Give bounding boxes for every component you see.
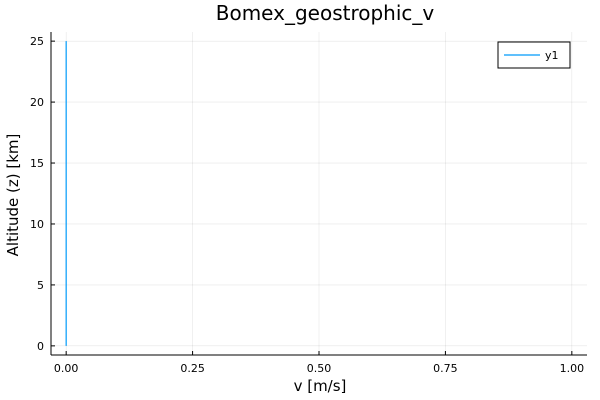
- legend: y1: [497, 41, 571, 69]
- y-tick-label-3: 15: [30, 157, 44, 170]
- x-tick-label-4: 1.00: [560, 362, 585, 375]
- chart-title: Bomex_geostrophic_v: [216, 1, 435, 25]
- x-tick-label-2: 0.50: [307, 362, 332, 375]
- x-axis-label: v [m/s]: [294, 377, 347, 395]
- legend-label-y1: y1: [545, 49, 559, 62]
- y-tick-label-4: 20: [30, 96, 44, 109]
- y-tick-label-1: 5: [37, 279, 44, 292]
- x-tick-label-3: 0.75: [433, 362, 458, 375]
- y-axis-label: Altitude (z) [km]: [4, 134, 22, 257]
- x-tick-label-1: 0.25: [180, 362, 205, 375]
- y-tick-label-0: 0: [37, 340, 44, 353]
- x-tick-label-0: 0.00: [54, 362, 79, 375]
- y-tick-label-2: 10: [30, 218, 44, 231]
- y-tick-label-5: 25: [30, 35, 44, 48]
- grid: [51, 32, 587, 355]
- ticks: 0.00 0.25 0.50 0.75 1.00 0 5 10 15 20 25: [30, 35, 584, 375]
